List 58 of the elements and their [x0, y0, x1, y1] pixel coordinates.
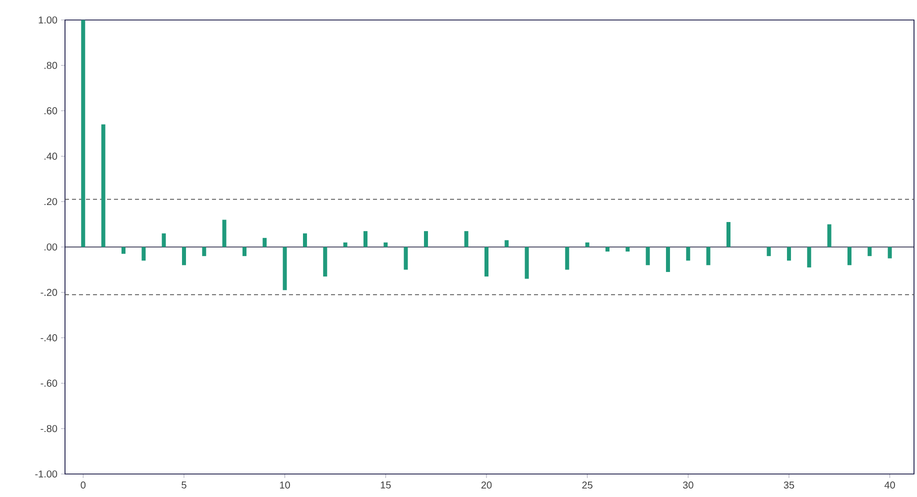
y-tick-label: .80: [44, 62, 58, 69]
bar: [827, 224, 832, 247]
bar: [142, 246, 146, 261]
bar: [626, 246, 630, 252]
bar: [766, 246, 771, 256]
y-tick-label: 1.00: [38, 16, 58, 24]
bar: [121, 246, 126, 254]
x-tick-label: 10: [280, 482, 290, 489]
y-tick-label: -.80: [40, 425, 58, 432]
x-tick-label: 25: [582, 482, 592, 489]
y-tick-label: -.20: [40, 288, 58, 296]
bar: [847, 246, 852, 266]
x-tick-label: 0: [80, 482, 86, 489]
bar: [404, 246, 408, 270]
x-tick-label: 15: [380, 482, 391, 488]
bar: [504, 240, 509, 247]
x-tick-label: 20: [481, 482, 492, 489]
bar: [686, 246, 690, 261]
y-tick-label: .20: [44, 198, 58, 206]
bar: [182, 246, 186, 266]
bar: [726, 222, 730, 247]
bar: [101, 124, 106, 247]
x-tick-label: 30: [682, 482, 694, 489]
bar: [868, 246, 872, 256]
bar: [282, 246, 287, 290]
y-tick-label: -1.00: [35, 470, 58, 478]
bar: [162, 233, 166, 247]
bar: [242, 246, 246, 256]
bar: [524, 246, 529, 279]
bar: [222, 220, 226, 247]
bar: [646, 246, 650, 266]
bar: [888, 246, 892, 258]
y-tick-label: .00: [44, 243, 58, 251]
bar: [424, 231, 428, 247]
bar: [302, 233, 307, 247]
bar: [807, 246, 812, 268]
x-tick-label: 40: [884, 482, 895, 489]
bar: [484, 246, 488, 277]
bar: [585, 242, 590, 247]
bar: [262, 238, 267, 247]
y-tick-label: -.40: [40, 334, 58, 342]
bar: [605, 246, 610, 252]
bar: [786, 246, 791, 261]
bar: [565, 246, 570, 270]
y-tick-label: .40: [44, 152, 58, 160]
bar: [343, 242, 348, 247]
bar: [323, 246, 328, 277]
x-tick-label: 35: [784, 482, 794, 489]
bar: [81, 20, 86, 247]
bar: [464, 231, 468, 247]
y-tick-label: -.60: [40, 380, 58, 387]
bar: [384, 242, 388, 247]
bar: [706, 246, 710, 266]
bar: [202, 246, 206, 256]
bar: [666, 246, 670, 272]
y-tick-label: .60: [44, 107, 58, 114]
bar: [363, 231, 368, 247]
x-tick-label: 5: [182, 482, 186, 488]
